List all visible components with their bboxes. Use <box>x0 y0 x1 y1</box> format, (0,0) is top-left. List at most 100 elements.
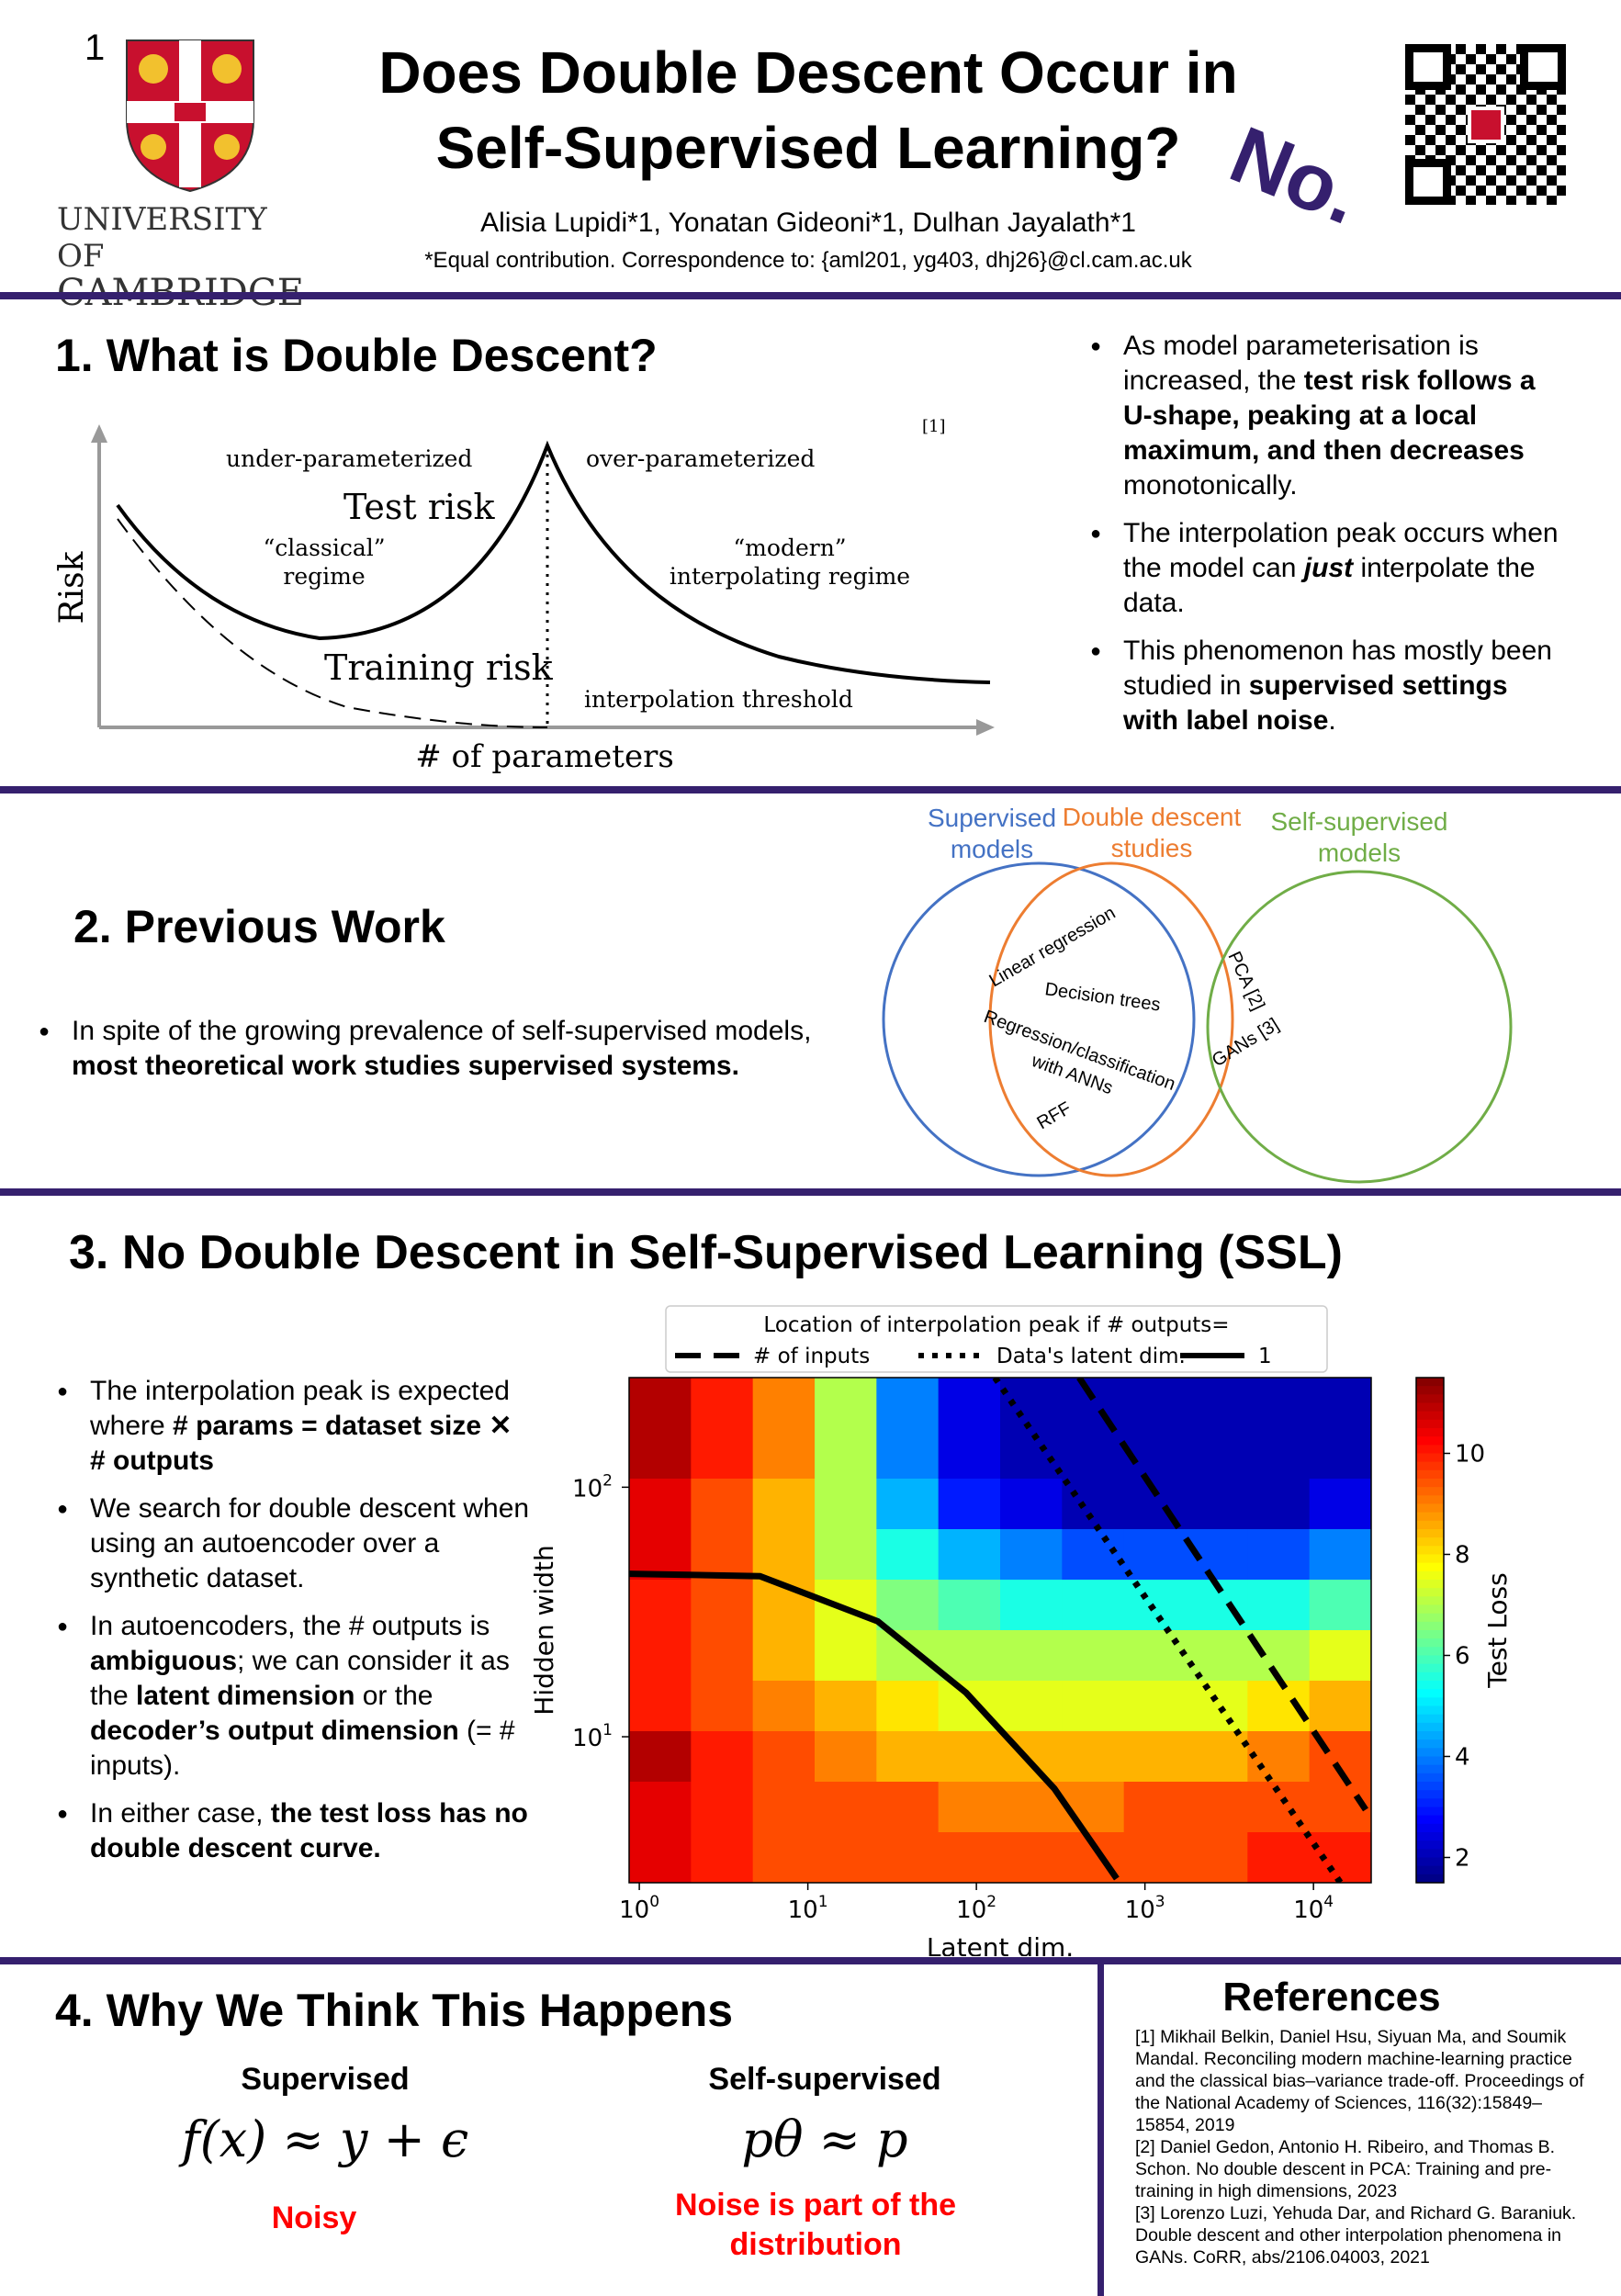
colorbar-segment <box>1416 1520 1444 1530</box>
section-4-heading: 4. Why We Think This Happens <box>55 1985 734 2036</box>
supervised-circle <box>882 861 1196 1177</box>
colorbar-segment <box>1416 1764 1444 1774</box>
heatmap-cell <box>1062 1428 1125 1480</box>
heatmap-cell <box>1000 1681 1063 1732</box>
heatmap-cell <box>876 1731 940 1783</box>
heatmap-cell <box>1309 1580 1372 1631</box>
heatmap-cell <box>1123 1529 1187 1581</box>
colorbar-segment <box>1416 1503 1444 1514</box>
venn-item: Decision trees <box>1043 979 1162 1015</box>
heatmap-cell <box>1062 1378 1125 1429</box>
divider <box>0 292 1621 299</box>
heatmap-cell <box>1123 1580 1187 1631</box>
heatmap-cell <box>752 1529 816 1581</box>
heatmap-cell <box>1000 1630 1063 1682</box>
colorbar-segment <box>1416 1630 1444 1639</box>
heatmap-cell <box>691 1378 754 1429</box>
colorbar-segment <box>1416 1815 1444 1825</box>
colorbar-segment <box>1416 1453 1444 1463</box>
poster-title: Does Double Descent Occur in Self-Superv… <box>331 35 1286 186</box>
colorbar-segment <box>1416 1570 1444 1581</box>
self-supervised-note: Noise is part of the distribution <box>632 2186 999 2265</box>
training-risk-curve <box>117 518 548 728</box>
venn-label: Self-supervised <box>1271 807 1448 836</box>
heatmap-cell <box>691 1428 754 1480</box>
colorbar-segment <box>1416 1663 1444 1673</box>
venn-diagram: Supervised models Double descent studies… <box>882 803 1513 1184</box>
heatmap-cell <box>691 1580 754 1631</box>
heatmap-cell <box>938 1378 1001 1429</box>
colorbar-segment <box>1416 1849 1444 1858</box>
modern-label: “modern” <box>733 535 846 561</box>
colorbar-segment <box>1416 1613 1444 1623</box>
colorbar-segment <box>1416 1537 1444 1547</box>
colorbar-segment <box>1416 1681 1444 1690</box>
colorbar-segment <box>1416 1638 1444 1648</box>
venn-label: Double descent <box>1063 803 1242 831</box>
colorbar-segment <box>1416 1604 1444 1615</box>
x-tick-label: 103 <box>1125 1893 1165 1924</box>
heatmap-cell <box>691 1479 754 1530</box>
heatmap-cell <box>1123 1681 1187 1732</box>
colorbar-segment <box>1416 1790 1444 1799</box>
colorbar-segment <box>1416 1386 1444 1395</box>
x-tick-label: 101 <box>788 1893 828 1924</box>
colorbar-label: Test Loss <box>1482 1572 1513 1688</box>
heatmap-cell <box>876 1630 940 1682</box>
heatmap-cell <box>752 1782 816 1833</box>
heatmap-cell <box>1247 1630 1311 1682</box>
colorbar-segment <box>1416 1428 1444 1437</box>
heatmap-cell <box>1123 1378 1187 1429</box>
over-label: over-parameterized <box>586 445 815 472</box>
venn-item: PCA [2] <box>1223 949 1268 1014</box>
colorbar-segment <box>1416 1782 1444 1791</box>
bullet: We search for double descent when using … <box>57 1491 535 1596</box>
heatmap-cell <box>691 1630 754 1682</box>
section-3-heading: 3. No Double Descent in Self-Supervised … <box>69 1226 1343 1279</box>
legend-title: Location of interpolation peak if # outp… <box>763 1313 1229 1337</box>
self-supervised-formula: pθ ≈ p <box>741 2110 908 2168</box>
heatmap-cell <box>938 1832 1001 1884</box>
heatmap-cell <box>938 1630 1001 1682</box>
colorbar-segment <box>1416 1554 1444 1564</box>
heatmap-cell <box>1062 1731 1125 1783</box>
venn-item: Linear regression <box>986 903 1120 991</box>
colorbar-segment <box>1416 1689 1444 1698</box>
figure-ref: [1] <box>922 417 946 436</box>
qr-code[interactable] <box>1405 44 1566 205</box>
heatmap-cell <box>629 1479 692 1530</box>
note-line: Noise is part of the <box>674 2188 957 2223</box>
colorbar-segment <box>1416 1596 1444 1605</box>
colorbar-segment <box>1416 1402 1444 1412</box>
heatmap-cell <box>1247 1731 1311 1783</box>
heatmap-cell <box>938 1479 1001 1530</box>
bullet: The interpolation peak is expected where… <box>57 1374 535 1479</box>
reference: [2] Daniel Gedon, Antonio H. Ribeiro, an… <box>1135 2137 1556 2201</box>
series-line <box>1076 1378 1368 1812</box>
colorbar-segment <box>1416 1479 1444 1488</box>
venn-label: Supervised <box>928 804 1056 832</box>
colorbar-segment <box>1416 1445 1444 1454</box>
heatmap-cell <box>1186 1630 1248 1682</box>
poster-number: 1 <box>84 28 106 68</box>
colorbar-tick-label: 6 <box>1455 1643 1470 1671</box>
heatmap-cell <box>629 1580 692 1631</box>
colorbar-segment <box>1416 1394 1444 1403</box>
heatmap-cell <box>938 1529 1001 1581</box>
heatmap-cell <box>1123 1782 1187 1833</box>
classical-label: “classical” <box>263 535 385 561</box>
colorbar-segment <box>1416 1823 1444 1833</box>
heatmap-cell <box>1247 1580 1311 1631</box>
heatmap-cell <box>691 1681 754 1732</box>
colorbar-frame <box>1415 1377 1445 1884</box>
heatmap-cell <box>815 1479 877 1530</box>
colorbar-segment <box>1416 1731 1444 1740</box>
heatmap-cell <box>876 1782 940 1833</box>
venn-item: GANs [3] <box>1209 1015 1282 1072</box>
cambridge-logo: UNIVERSITY OF CAMBRIDGE <box>57 37 323 311</box>
reference: [1] Mikhail Belkin, Daniel Hsu, Siyuan M… <box>1135 2027 1584 2135</box>
heatmap-cell <box>1186 1428 1248 1480</box>
heatmap-cell <box>938 1580 1001 1631</box>
bullet: The interpolation peak occurs when the m… <box>1090 516 1568 621</box>
heatmap-cell <box>815 1731 877 1783</box>
